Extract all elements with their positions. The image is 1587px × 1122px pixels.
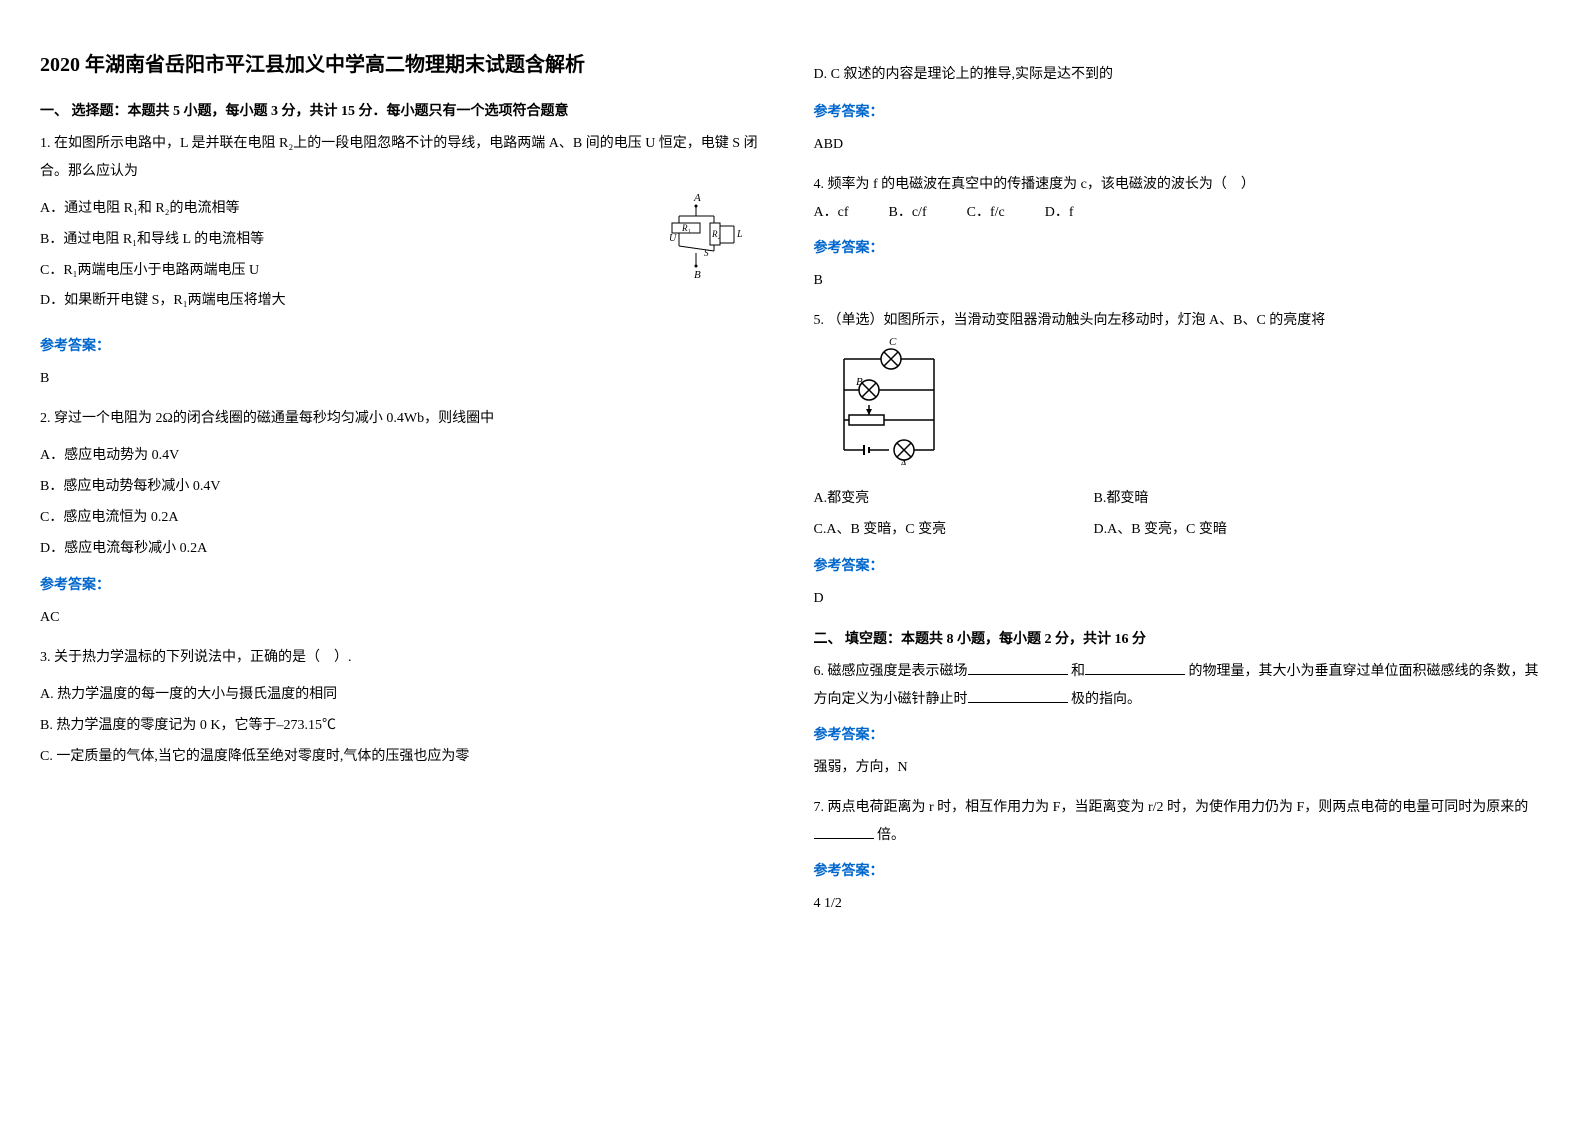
q2-opt-c: C．感应电流恒为 0.2A	[40, 503, 774, 534]
question-3-cont: D. C 叙述的内容是理论上的推导,实际是达不到的 参考答案： ABD	[814, 60, 1548, 159]
q5-opt-a: A.都变亮	[814, 484, 1054, 515]
q4-opt-b: B．c/f	[889, 199, 927, 227]
q2-text: 2. 穿过一个电阻为 2Ω的闭合线圈的磁通量每秒均匀减小 0.4Wb，则线圈中	[40, 405, 774, 433]
svg-text:R₁: R₁	[681, 223, 691, 233]
q4-opt-a: A．cf	[814, 199, 849, 227]
answer-label: 参考答案：	[40, 333, 774, 361]
q7-t1: 7. 两点电荷距离为 r 时，相互作用力为 F，当距离变为 r/2 时，为使作用…	[814, 800, 1529, 815]
answer-label: 参考答案：	[814, 722, 1548, 750]
circuit-diagram-q5: C B	[814, 335, 964, 465]
q6-t2: 和	[1071, 664, 1085, 679]
blank	[1085, 661, 1185, 675]
q5-opt-d: D.A、B 变亮，C 变暗	[1094, 515, 1227, 546]
svg-text:R₂: R₂	[711, 229, 721, 239]
q2-opt-a: A．感应电动势为 0.4V	[40, 441, 774, 472]
q3-options-part2: D. C 叙述的内容是理论上的推导,实际是达不到的	[814, 60, 1548, 91]
right-column: D. C 叙述的内容是理论上的推导,实际是达不到的 参考答案： ABD 4. 频…	[814, 50, 1548, 1072]
q3-options-part1: A. 热力学温度的每一度的大小与摄氏温度的相同 B. 热力学温度的零度记为 0 …	[40, 680, 774, 772]
answer-label: 参考答案：	[814, 99, 1548, 127]
svg-text:U: U	[669, 233, 677, 244]
q1-answer: B	[40, 365, 774, 393]
left-column: 2020 年湖南省岳阳市平江县加义中学高二物理期末试题含解析 一、 选择题：本题…	[40, 50, 774, 1072]
q2-opt-d: D．感应电流每秒减小 0.2A	[40, 534, 774, 565]
q5-options: A.都变亮 B.都变暗 C.A、B 变暗，C 变亮 D.A、B 变亮，C 变暗	[814, 484, 1548, 546]
circuit-diagram-q1: A R₁ R₂ L U S B	[634, 191, 754, 281]
question-7: 7. 两点电荷距离为 r 时，相互作用力为 F，当距离变为 r/2 时，为使作用…	[814, 794, 1548, 918]
q5-text: 5. （单选）如图所示，当滑动变阻器滑动触头向左移动时，灯泡 A、B、C 的亮度…	[814, 307, 1548, 335]
q5-answer: D	[814, 585, 1548, 613]
blank	[968, 661, 1068, 675]
q1-text: 1. 在如图所示电路中，L 是并联在电阻 R₂上的一段电阻忽略不计的导线，电路两…	[40, 130, 774, 186]
q3-text: 3. 关于热力学温标的下列说法中，正确的是（ ）.	[40, 644, 774, 672]
q4-answer: B	[814, 267, 1548, 295]
q3-opt-c: C. 一定质量的气体,当它的温度降低至绝对零度时,气体的压强也应为零	[40, 742, 774, 773]
blank	[968, 689, 1068, 703]
q7-text: 7. 两点电荷距离为 r 时，相互作用力为 F，当距离变为 r/2 时，为使作用…	[814, 794, 1548, 850]
q2-options: A．感应电动势为 0.4V B．感应电动势每秒减小 0.4V C．感应电流恒为 …	[40, 441, 774, 564]
svg-text:C: C	[889, 336, 897, 348]
question-5: 5. （单选）如图所示，当滑动变阻器滑动触头向左移动时，灯泡 A、B、C 的亮度…	[814, 307, 1548, 614]
q6-text: 6. 磁感应强度是表示磁场 和 的物理量，其大小为垂直穿过单位面积磁感线的条数，…	[814, 658, 1548, 714]
svg-text:B: B	[694, 269, 701, 281]
question-1: 1. 在如图所示电路中，L 是并联在电阻 R₂上的一段电阻忽略不计的导线，电路两…	[40, 130, 774, 393]
blank	[814, 825, 874, 839]
exam-title: 2020 年湖南省岳阳市平江县加义中学高二物理期末试题含解析	[40, 50, 774, 80]
question-4: 4. 频率为 f 的电磁波在真空中的传播速度为 c，该电磁波的波长为（ ） A．…	[814, 171, 1548, 295]
answer-label: 参考答案：	[814, 235, 1548, 263]
q7-answer: 4 1/2	[814, 890, 1548, 918]
answer-label: 参考答案：	[40, 572, 774, 600]
section1-header: 一、 选择题：本题共 5 小题，每小题 3 分，共计 15 分．每小题只有一个选…	[40, 100, 774, 120]
q4-text: 4. 频率为 f 的电磁波在真空中的传播速度为 c，该电磁波的波长为（ ）	[814, 171, 1548, 199]
q4-opt-d: D．f	[1045, 199, 1074, 227]
q3-answer: ABD	[814, 131, 1548, 159]
q3-opt-b: B. 热力学温度的零度记为 0 K，它等于–273.15℃	[40, 711, 774, 742]
q2-answer: AC	[40, 604, 774, 632]
svg-text:S: S	[704, 248, 709, 258]
answer-label: 参考答案：	[814, 858, 1548, 886]
q1-opt-d: D．如果断开电键 S，R₁两端电压将增大	[40, 286, 774, 317]
q3-opt-d: D. C 叙述的内容是理论上的推导,实际是达不到的	[814, 60, 1548, 91]
q6-t1: 6. 磁感应强度是表示磁场	[814, 664, 968, 679]
q6-answer: 强弱，方向，N	[814, 754, 1548, 782]
q3-opt-a: A. 热力学温度的每一度的大小与摄氏温度的相同	[40, 680, 774, 711]
q7-t2: 倍。	[877, 828, 905, 843]
answer-label: 参考答案：	[814, 553, 1548, 581]
svg-text:A: A	[693, 192, 701, 204]
question-2: 2. 穿过一个电阻为 2Ω的闭合线圈的磁通量每秒均匀减小 0.4Wb，则线圈中 …	[40, 405, 774, 632]
q2-opt-b: B．感应电动势每秒减小 0.4V	[40, 472, 774, 503]
svg-text:A: A	[899, 458, 907, 465]
question-3: 3. 关于热力学温标的下列说法中，正确的是（ ）. A. 热力学温度的每一度的大…	[40, 644, 774, 772]
q6-t4: 极的指向。	[1071, 692, 1141, 707]
q4-options: A．cf B．c/f C．f/c D．f	[814, 199, 1548, 227]
question-6: 6. 磁感应强度是表示磁场 和 的物理量，其大小为垂直穿过单位面积磁感线的条数，…	[814, 658, 1548, 782]
section2-header: 二、 填空题：本题共 8 小题，每小题 2 分，共计 16 分	[814, 628, 1548, 648]
svg-text:L: L	[736, 229, 743, 240]
q5-opt-b: B.都变暗	[1094, 484, 1149, 515]
q4-opt-c: C．f/c	[967, 199, 1005, 227]
q5-opt-c: C.A、B 变暗，C 变亮	[814, 515, 1054, 546]
